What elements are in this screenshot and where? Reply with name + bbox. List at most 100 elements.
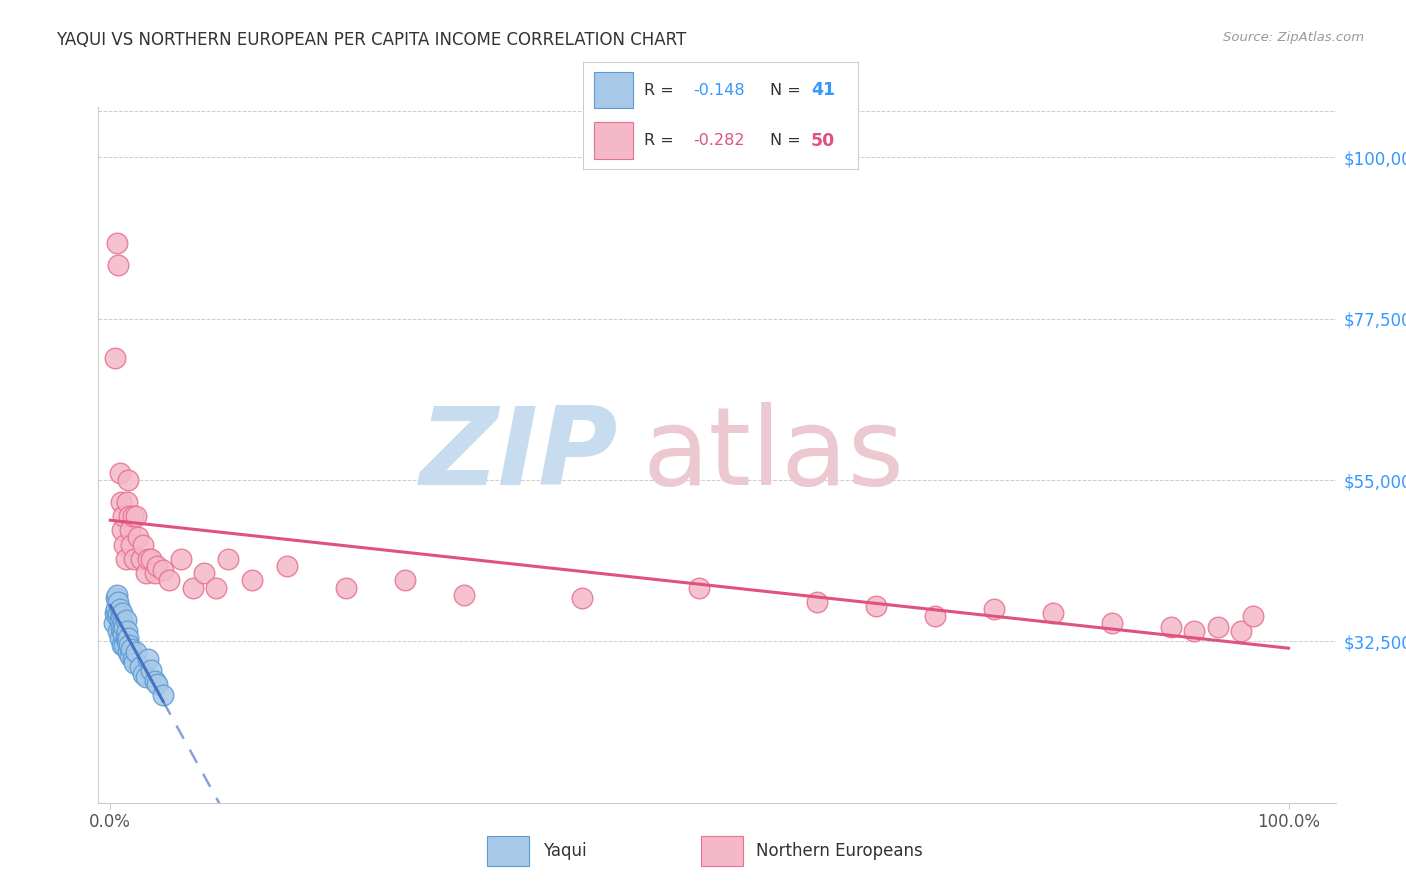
Point [240, 574, 263, 588]
Point [114, 613, 136, 627]
Point [107, 606, 129, 620]
Text: 41: 41 [811, 81, 835, 99]
Point [141, 552, 163, 566]
Point [125, 645, 148, 659]
Point [193, 566, 215, 581]
Point [107, 595, 129, 609]
Point [128, 659, 150, 673]
Point [112, 538, 135, 552]
Point [125, 508, 148, 523]
Point [143, 566, 166, 581]
Point [181, 581, 204, 595]
Point [453, 588, 475, 602]
Point [104, 606, 127, 620]
Point [121, 652, 143, 666]
Point [1042, 606, 1064, 620]
Point [120, 538, 142, 552]
Point [129, 552, 152, 566]
Point [1230, 624, 1253, 638]
Text: N =: N = [770, 83, 806, 98]
Point [335, 581, 357, 595]
Text: R =: R = [644, 133, 679, 148]
Point [1182, 624, 1205, 638]
Point [120, 641, 142, 656]
Point [112, 638, 135, 652]
Point [110, 494, 132, 508]
Point [114, 631, 136, 645]
Point [112, 616, 135, 631]
Point [115, 624, 138, 638]
Point [157, 574, 180, 588]
Point [115, 634, 138, 648]
Point [115, 494, 138, 508]
Point [132, 666, 155, 681]
Point [688, 581, 710, 595]
Point [112, 620, 135, 634]
Point [105, 602, 128, 616]
Point [135, 670, 157, 684]
Point [110, 620, 132, 634]
FancyBboxPatch shape [700, 836, 742, 866]
Point [118, 508, 141, 523]
Point [111, 523, 134, 537]
Point [146, 559, 169, 574]
Point [120, 523, 142, 537]
Text: Yaqui: Yaqui [543, 842, 586, 860]
Point [112, 508, 135, 523]
Point [276, 559, 298, 574]
Point [983, 602, 1005, 616]
Point [136, 652, 159, 666]
Point [107, 624, 129, 638]
Point [141, 663, 163, 677]
Point [120, 648, 142, 663]
Point [111, 624, 134, 638]
FancyBboxPatch shape [595, 72, 633, 109]
Point [132, 538, 155, 552]
Point [111, 606, 134, 620]
Point [122, 656, 145, 670]
Point [108, 466, 131, 480]
Text: -0.148: -0.148 [693, 83, 745, 98]
Point [865, 599, 887, 613]
Point [1206, 620, 1229, 634]
Point [107, 258, 129, 272]
Text: ZIP: ZIP [420, 402, 619, 508]
Text: N =: N = [770, 133, 806, 148]
Text: 50: 50 [811, 132, 835, 150]
Text: atlas: atlas [643, 402, 905, 508]
Point [135, 566, 157, 581]
Text: -0.282: -0.282 [693, 133, 745, 148]
Point [114, 552, 136, 566]
Point [118, 638, 141, 652]
Point [104, 351, 127, 365]
Point [217, 552, 239, 566]
Point [127, 530, 149, 544]
Point [105, 609, 128, 624]
Point [117, 473, 139, 487]
Point [806, 595, 828, 609]
Point [394, 574, 416, 588]
Point [1241, 609, 1264, 624]
Point [136, 552, 159, 566]
Point [1101, 616, 1123, 631]
Point [205, 581, 228, 595]
Point [110, 609, 132, 624]
Point [152, 563, 174, 577]
Point [117, 631, 139, 645]
Point [121, 508, 143, 523]
Text: Northern Europeans: Northern Europeans [756, 842, 924, 860]
Point [108, 613, 131, 627]
FancyBboxPatch shape [488, 836, 529, 866]
Point [111, 638, 134, 652]
Point [143, 673, 166, 688]
Point [108, 602, 131, 616]
Point [112, 627, 135, 641]
Point [152, 688, 174, 702]
Point [105, 591, 128, 606]
Point [108, 631, 131, 645]
Point [103, 616, 125, 631]
Text: Source: ZipAtlas.com: Source: ZipAtlas.com [1223, 31, 1364, 45]
Point [117, 645, 139, 659]
Point [146, 677, 169, 691]
Point [122, 552, 145, 566]
